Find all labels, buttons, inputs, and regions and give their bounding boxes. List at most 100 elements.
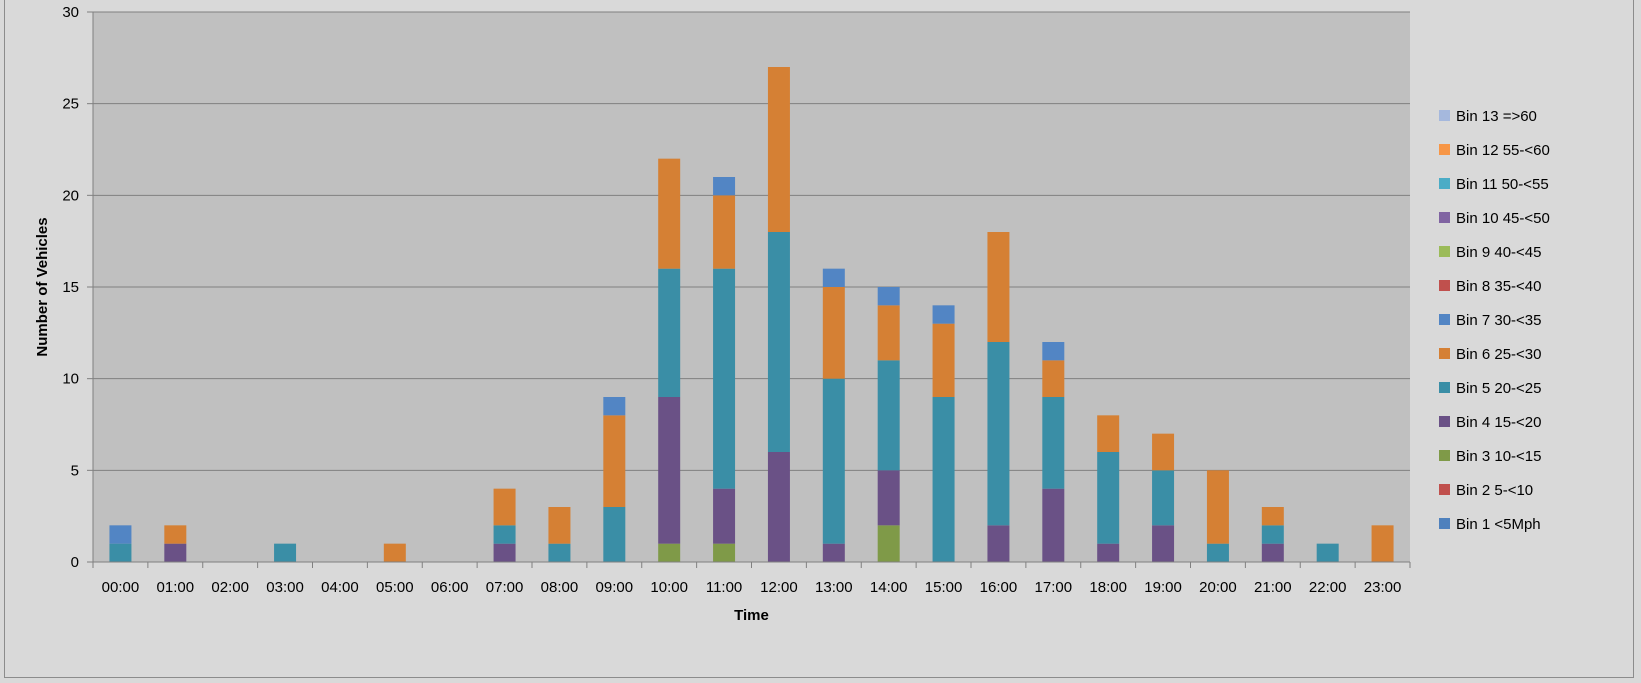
x-tick-label: 13:00 xyxy=(815,579,853,596)
legend-swatch xyxy=(1439,484,1450,495)
bar-segment xyxy=(1316,543,1339,562)
x-tick-label: 14:00 xyxy=(870,579,908,596)
bar-segment xyxy=(548,543,571,562)
x-tick-label: 12:00 xyxy=(760,579,798,596)
bar-segment xyxy=(877,360,900,471)
bar-segment xyxy=(932,305,955,324)
bars xyxy=(109,67,1394,562)
bar-segment xyxy=(274,543,297,562)
bar-segment xyxy=(822,287,845,379)
bar-segment xyxy=(932,397,955,562)
x-tick-label: 07:00 xyxy=(486,579,524,596)
x-axis-ticks: 00:00 01:00 02:00 03:00 04:00 05:00 06:00 07:00… xyxy=(92,561,1411,596)
chart-frame: 0 5 10 15 20 25 30 00:00 01:00 02:00 03:00 04:00 05… xyxy=(4,0,1634,678)
y-axis-title: Number of Vehicles xyxy=(34,217,51,356)
legend-swatch xyxy=(1439,178,1450,189)
legend-swatch xyxy=(1439,280,1450,291)
legend-label: Bin 2 5-<10 xyxy=(1456,482,1533,499)
bar-segment xyxy=(932,323,955,397)
bar-segment xyxy=(1042,397,1065,489)
legend-label: Bin 12 55-<60 xyxy=(1456,142,1550,159)
bar-segment xyxy=(164,543,187,562)
bar-segment xyxy=(1152,470,1175,526)
bar-segment xyxy=(658,543,681,562)
bar-segment xyxy=(603,397,626,416)
bar-segment xyxy=(109,525,132,544)
bar-segment xyxy=(987,232,1010,342)
x-tick-label: 03:00 xyxy=(266,579,304,596)
bar-segment xyxy=(822,543,845,562)
bar-segment xyxy=(658,268,681,397)
legend-item: Bin 13 =>60 xyxy=(1439,108,1537,125)
x-tick-label: 11:00 xyxy=(706,579,742,596)
bar-segment xyxy=(877,287,900,306)
legend-label: Bin 4 15-<20 xyxy=(1456,414,1541,431)
bar-segment xyxy=(767,452,790,562)
bar-segment xyxy=(1097,452,1120,544)
bar-segment xyxy=(109,543,132,562)
x-tick-label: 15:00 xyxy=(925,579,963,596)
x-axis-title: Time xyxy=(734,607,769,624)
legend-label: Bin 8 35-<40 xyxy=(1456,278,1541,295)
bar-segment xyxy=(713,488,736,544)
legend-label: Bin 10 45-<50 xyxy=(1456,210,1550,227)
bar-segment xyxy=(1097,543,1120,562)
legend-item: Bin 11 50-<55 xyxy=(1439,176,1549,193)
legend-item: Bin 2 5-<10 xyxy=(1439,482,1533,499)
x-tick-label: 01:00 xyxy=(157,579,195,596)
legend-item: Bin 1 <5Mph xyxy=(1439,516,1541,533)
bar-segment xyxy=(987,525,1010,562)
legend-label: Bin 13 =>60 xyxy=(1456,108,1537,125)
legend-label: Bin 9 40-<45 xyxy=(1456,244,1541,261)
legend-swatch xyxy=(1439,246,1450,257)
bar-segment xyxy=(493,543,516,562)
y-tick-label: 10 xyxy=(62,371,79,388)
bar-segment xyxy=(767,67,790,232)
x-tick-label: 08:00 xyxy=(541,579,579,596)
legend-swatch xyxy=(1439,416,1450,427)
stacked-bar-chart: 0 5 10 15 20 25 30 00:00 01:00 02:00 03:00 04:00 05… xyxy=(34,4,1550,624)
y-tick-label: 5 xyxy=(71,462,79,479)
legend-swatch xyxy=(1439,144,1450,155)
legend-swatch xyxy=(1439,212,1450,223)
x-tick-label: 21:00 xyxy=(1254,579,1292,596)
bar-segment xyxy=(658,397,681,544)
legend-item: Bin 9 40-<45 xyxy=(1439,244,1541,261)
bar-segment xyxy=(767,232,790,452)
x-tick-label: 17:00 xyxy=(1035,579,1073,596)
legend-label: Bin 3 10-<15 xyxy=(1456,448,1541,465)
x-tick-label: 16:00 xyxy=(980,579,1018,596)
bar-segment xyxy=(1206,543,1229,562)
legend-label: Bin 7 30-<35 xyxy=(1456,312,1541,329)
bar-segment xyxy=(1042,488,1065,562)
x-tick-label: 02:00 xyxy=(211,579,249,596)
x-tick-label: 10:00 xyxy=(650,579,688,596)
y-tick-label: 20 xyxy=(62,187,79,204)
bar-segment xyxy=(1261,507,1284,526)
bar-segment xyxy=(1042,342,1065,361)
bar-segment xyxy=(164,525,187,544)
bar-segment xyxy=(1261,525,1284,544)
bar-segment xyxy=(493,525,516,544)
legend-swatch xyxy=(1439,382,1450,393)
bar-segment xyxy=(713,195,736,269)
bar-segment xyxy=(987,342,1010,526)
y-axis-ticks: 0 5 10 15 20 25 30 xyxy=(62,4,94,571)
bar-segment xyxy=(383,543,406,562)
y-tick-label: 25 xyxy=(62,96,79,113)
bar-segment xyxy=(877,470,900,526)
legend-label: Bin 5 20-<25 xyxy=(1456,380,1541,397)
legend-item: Bin 5 20-<25 xyxy=(1439,380,1541,397)
bar-segment xyxy=(822,378,845,544)
legend-label: Bin 6 25-<30 xyxy=(1456,346,1541,363)
bar-segment xyxy=(713,543,736,562)
bar-segment xyxy=(1261,543,1284,562)
legend-item: Bin 6 25-<30 xyxy=(1439,346,1541,363)
bar-segment xyxy=(877,525,900,562)
bar-segment xyxy=(713,268,736,489)
x-tick-label: 09:00 xyxy=(596,579,634,596)
legend-swatch xyxy=(1439,110,1450,121)
bar-segment xyxy=(548,507,571,544)
legend-item: Bin 10 45-<50 xyxy=(1439,210,1550,227)
y-tick-label: 30 xyxy=(62,4,79,21)
